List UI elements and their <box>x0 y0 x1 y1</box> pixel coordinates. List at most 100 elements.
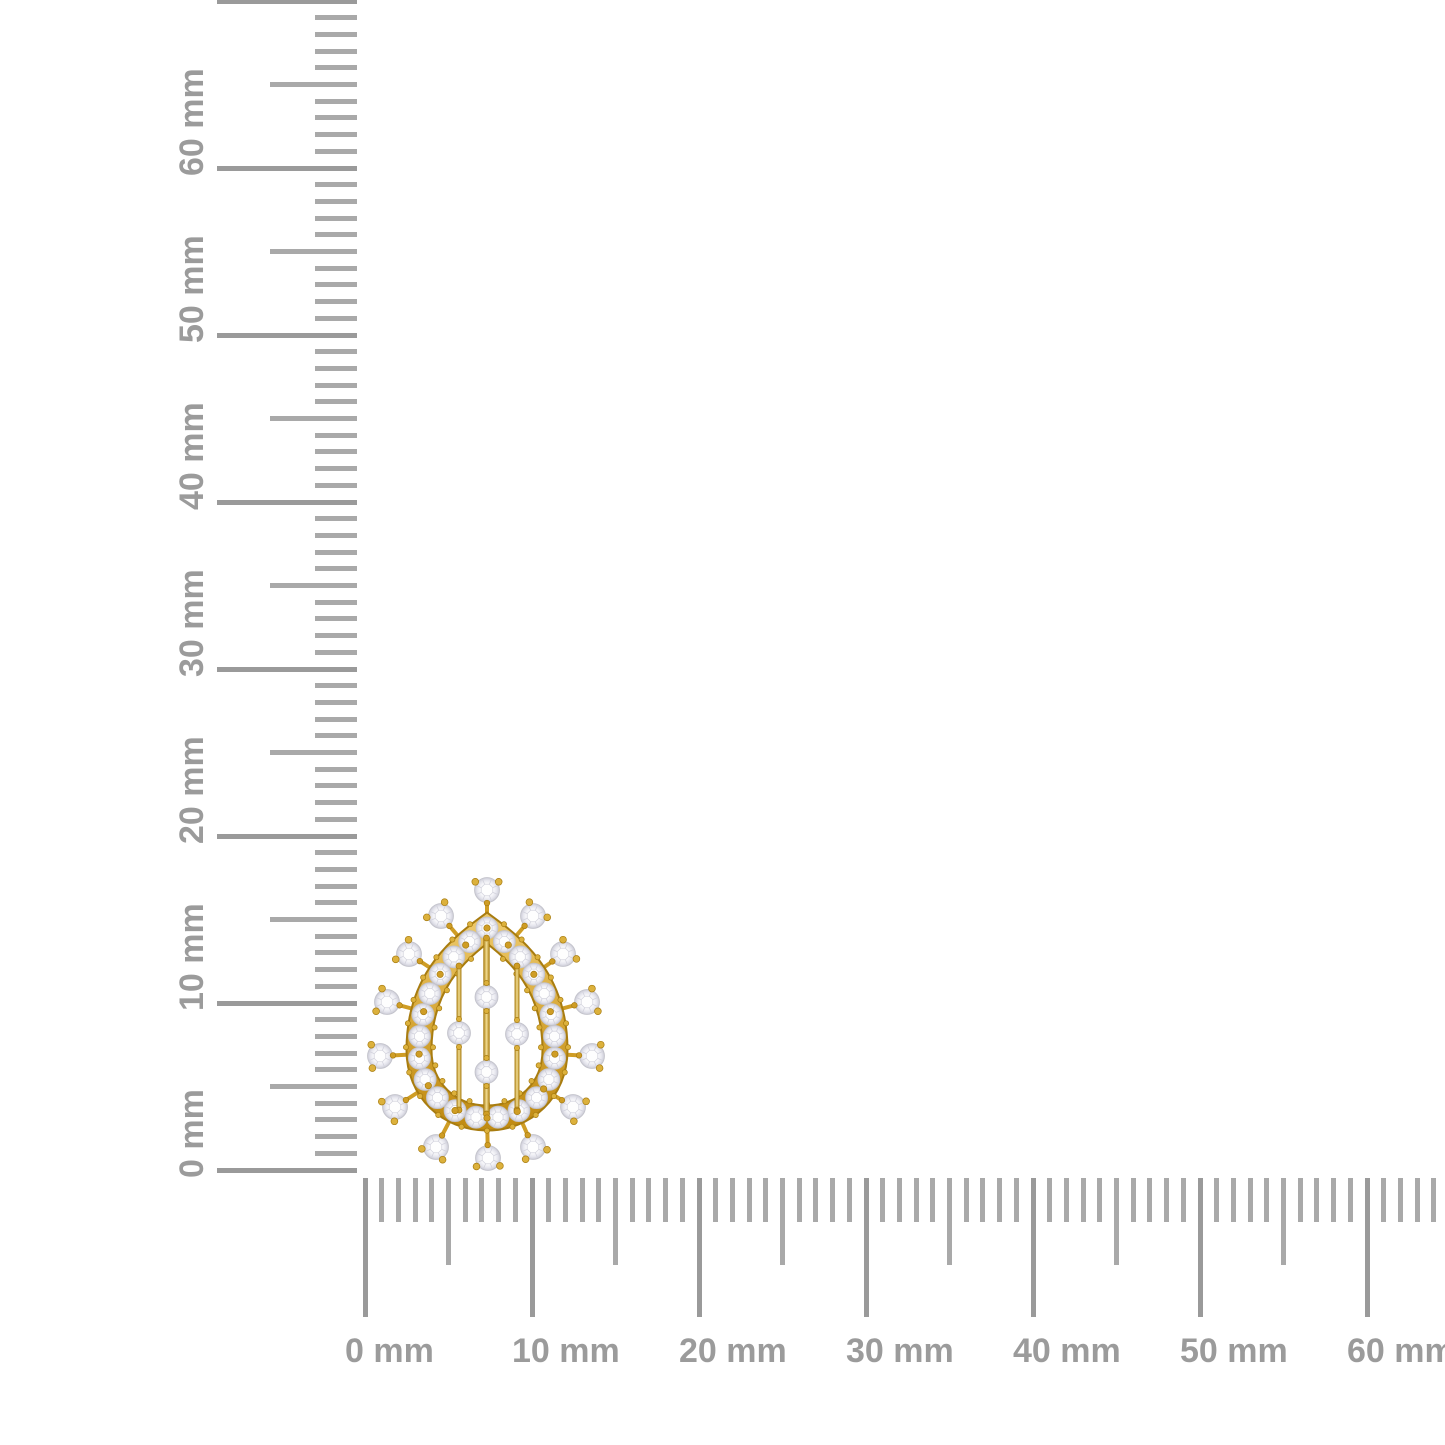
ruler-tick <box>997 1178 1003 1222</box>
ruler-label: 40 mm <box>1013 1332 1121 1370</box>
diamond-stone <box>408 1024 431 1048</box>
ruler-tick <box>315 282 357 288</box>
diamond-stone <box>418 982 442 1005</box>
ruler-tick <box>315 766 357 772</box>
ruler-tick <box>315 449 357 455</box>
ruler-tick <box>315 198 357 204</box>
ruler-tick <box>315 883 357 889</box>
ruler-tick <box>217 666 357 672</box>
ruler-tick <box>395 1178 401 1222</box>
diamond-stone <box>426 1086 449 1110</box>
ruler-tick <box>1080 1178 1086 1222</box>
ruler-tick <box>947 1178 952 1265</box>
ruler-label: 0 mm <box>173 1089 211 1178</box>
diamond-stone <box>428 903 454 929</box>
ruler-label: 10 mm <box>173 903 211 1011</box>
ruler-tick <box>863 1178 869 1317</box>
ruler-tick <box>315 365 357 371</box>
ruler-tick <box>315 1100 357 1106</box>
ruler-tick <box>1381 1178 1387 1222</box>
ruler-tick <box>315 265 357 271</box>
diamond-stone <box>458 930 482 953</box>
diamond-stone <box>474 877 500 903</box>
diamond-stone <box>408 1046 431 1070</box>
ruler-tick <box>217 332 357 338</box>
ruler-label: 60 mm <box>1347 1332 1445 1370</box>
ruler-tick <box>1164 1178 1170 1222</box>
ruler-tick <box>315 432 357 438</box>
ruler-tick <box>315 1033 357 1039</box>
ruler-tick <box>315 1150 357 1156</box>
ruler-tick <box>315 816 357 822</box>
ruler-tick <box>315 299 357 305</box>
ruler-tick <box>270 917 357 922</box>
ruler-tick <box>315 182 357 188</box>
earring-photo <box>367 877 605 1171</box>
ruler-tick <box>1147 1178 1153 1222</box>
ruler-tick <box>217 0 357 4</box>
ruler-tick <box>479 1178 485 1222</box>
ruler-tick <box>315 1050 357 1056</box>
ruler-tick <box>315 933 357 939</box>
ruler-tick <box>315 549 357 555</box>
ruler-tick <box>429 1178 435 1222</box>
ruler-label: 20 mm <box>679 1332 787 1370</box>
ruler-tick <box>315 31 357 37</box>
ruler-tick <box>930 1178 936 1222</box>
diamond-stone <box>520 1134 546 1160</box>
ruler-tick <box>980 1178 986 1222</box>
ruler-tick <box>315 148 357 154</box>
ruler-tick <box>315 967 357 973</box>
diamond-stone <box>505 1022 529 1046</box>
diamond-stone <box>474 985 499 1009</box>
ruler-tick <box>729 1178 735 1222</box>
ruler-label: 0 mm <box>345 1332 434 1370</box>
ruler-tick <box>315 532 357 538</box>
ruler-tick <box>315 115 357 121</box>
ruler-tick <box>315 98 357 104</box>
ruler-tick <box>1030 1178 1036 1317</box>
ruler-tick <box>1431 1178 1437 1222</box>
ruler-label: 60 mm <box>173 68 211 176</box>
diamond-stone <box>543 1046 566 1070</box>
ruler-tick <box>270 82 357 87</box>
inner-stones <box>447 980 529 1089</box>
ruler-tick <box>546 1178 552 1222</box>
diamond-stone <box>423 1134 449 1160</box>
diamond-stone <box>560 1094 586 1120</box>
ruler-tick <box>315 65 357 71</box>
ruler-tick <box>663 1178 669 1222</box>
ruler-tick <box>646 1178 652 1222</box>
ruler-tick <box>217 1167 357 1173</box>
ruler-label: 40 mm <box>173 402 211 510</box>
ruler-tick <box>696 1178 702 1317</box>
ruler-tick <box>379 1178 385 1222</box>
ruler-tick <box>217 833 357 839</box>
ruler-tick <box>796 1178 802 1222</box>
ruler-tick <box>315 866 357 872</box>
ruler-tick <box>315 1117 357 1123</box>
diamond-stone <box>367 1043 393 1069</box>
ruler-tick <box>315 716 357 722</box>
diamond-stone <box>550 941 576 967</box>
ruler-tick <box>217 499 357 505</box>
ruler-tick <box>596 1178 602 1222</box>
ruler-tick <box>315 699 357 705</box>
ruler-tick <box>270 1084 357 1089</box>
ruler-tick <box>446 1178 451 1265</box>
ruler-tick <box>315 349 357 355</box>
ruler-tick <box>830 1178 836 1222</box>
ruler-tick <box>315 566 357 572</box>
ruler-tick <box>579 1178 585 1222</box>
ruler-tick <box>315 232 357 238</box>
ruler-label: 30 mm <box>173 569 211 677</box>
ruler-tick <box>270 750 357 755</box>
ruler-tick <box>746 1178 752 1222</box>
ruler-tick <box>896 1178 902 1222</box>
ruler-tick <box>315 215 357 221</box>
ruler-tick <box>629 1178 635 1222</box>
ruler-tick <box>1314 1178 1320 1222</box>
ruler-tick <box>315 633 357 639</box>
ruler-tick <box>1247 1178 1253 1222</box>
